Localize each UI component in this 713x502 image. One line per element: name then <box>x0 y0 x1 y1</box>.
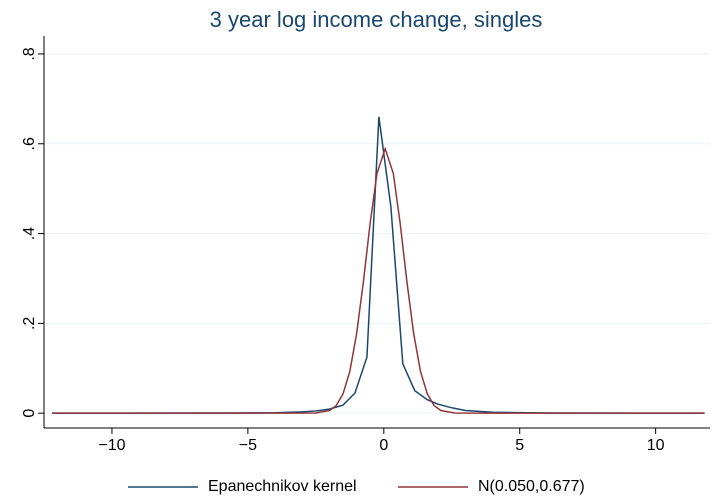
x-tick-label: 10 <box>647 437 665 454</box>
chart-title: 3 year log income change, singles <box>210 7 543 32</box>
x-tick-label: −5 <box>239 437 257 454</box>
y-tick-label: .8 <box>21 47 38 60</box>
legend-label: N(0.050,0.677) <box>478 478 585 495</box>
y-tick-label: 0 <box>21 409 38 418</box>
x-tick-label: 5 <box>515 437 524 454</box>
y-tick-label: .2 <box>21 317 38 330</box>
y-tick-label: .4 <box>21 227 38 240</box>
x-tick-label: −10 <box>98 437 125 454</box>
legend-label: Epanechnikov kernel <box>208 478 357 495</box>
series-line <box>52 116 705 414</box>
x-tick-label: 0 <box>379 437 388 454</box>
y-tick-label: .6 <box>21 137 38 150</box>
series-line <box>52 146 705 414</box>
